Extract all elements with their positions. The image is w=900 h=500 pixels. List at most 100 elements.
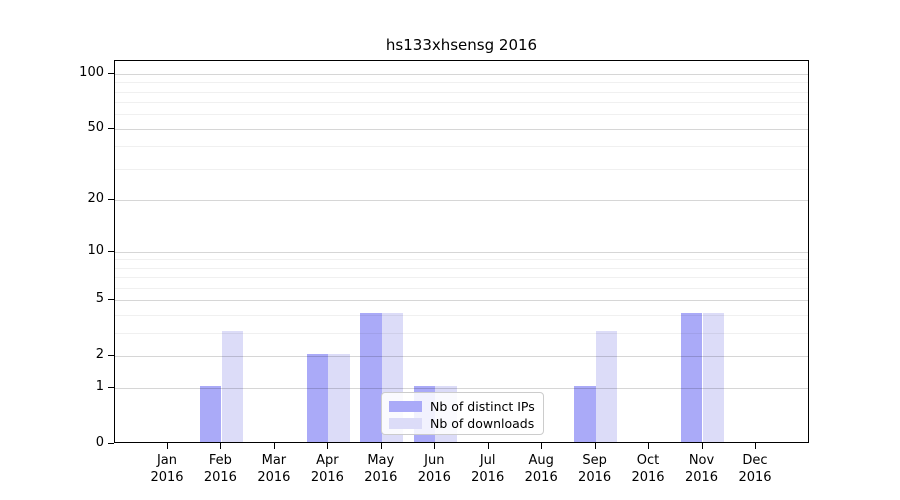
x-tick-mark (220, 443, 222, 449)
major-gridline (115, 388, 808, 390)
x-tick-mark (434, 443, 436, 449)
minor-gridline (115, 332, 808, 334)
x-tick-year: 2016 (524, 470, 558, 485)
x-tick-mark (380, 443, 382, 449)
x-tick-label: Nov 2016 (662, 452, 742, 486)
bar-downloads-sep (595, 330, 617, 442)
legend-entry: Nb of distinct IPs (389, 398, 543, 414)
x-tick-year: 2016 (738, 470, 772, 485)
x-tick-year: 2016 (364, 470, 398, 485)
bar-distinct-ips-feb (200, 386, 222, 442)
y-tick-label: 20 (87, 190, 104, 206)
x-tick-year: 2016 (310, 470, 344, 485)
x-tick-month: Mar (261, 453, 287, 468)
x-tick-year: 2016 (203, 470, 237, 485)
y-tick-label: 1 (95, 379, 104, 395)
y-tick-mark (108, 354, 114, 356)
y-tick-mark (108, 73, 114, 74)
x-tick-year: 2016 (684, 470, 719, 485)
x-tick-mark (273, 443, 275, 449)
x-tick-label: Jan 2016 (127, 452, 207, 486)
y-tick-label: 2 (95, 346, 104, 362)
x-tick-month: Feb (208, 453, 232, 468)
bar-distinct-ips-apr (307, 353, 329, 442)
x-tick-year: 2016 (150, 470, 184, 485)
major-gridline (115, 74, 808, 75)
y-tick-mark (108, 387, 114, 389)
x-tick-label: Dec 2016 (715, 452, 795, 486)
bar-distinct-ips-nov (681, 313, 703, 442)
x-tick-mark (487, 443, 489, 449)
legend: Nb of distinct IPs Nb of downloads (381, 392, 544, 435)
minor-gridline (115, 315, 808, 316)
minor-gridline (115, 168, 808, 170)
x-tick-mark (327, 443, 329, 449)
x-tick-mark (541, 443, 543, 449)
x-tick-label: May 2016 (341, 452, 421, 486)
x-tick-month: Jun (424, 453, 445, 468)
legend-entry: Nb of downloads (389, 415, 543, 431)
minor-gridline (115, 102, 808, 104)
major-gridline (115, 128, 808, 130)
chart-title: hs133xhsensg 2016 (385, 36, 538, 54)
y-tick-label: 0 (95, 435, 104, 450)
x-tick-month: Oct (636, 453, 660, 468)
bar-downloads-nov (702, 313, 724, 442)
x-tick-label: Mar 2016 (234, 452, 314, 486)
legend-swatch (389, 417, 422, 429)
x-tick-year: 2016 (578, 470, 612, 485)
x-tick-month: Dec (742, 453, 768, 468)
x-tick-month: May (367, 453, 395, 468)
x-tick-year: 2016 (471, 470, 505, 485)
x-tick-label: Jul 2016 (448, 452, 528, 486)
bar-distinct-ips-may (360, 313, 382, 442)
y-tick-mark (108, 299, 114, 301)
major-gridline (115, 199, 808, 201)
y-tick-label: 100 (79, 65, 104, 80)
minor-gridline (115, 267, 808, 269)
x-tick-year: 2016 (257, 470, 291, 485)
major-gridline (115, 251, 808, 253)
x-tick-mark (755, 443, 756, 449)
x-tick-mark (648, 443, 649, 449)
x-tick-label: Sep 2016 (555, 452, 635, 486)
x-tick-label: Oct 2016 (608, 452, 688, 486)
bar-downloads-apr (328, 353, 350, 442)
x-tick-year: 2016 (417, 470, 451, 485)
minor-gridline (115, 114, 808, 116)
bar-distinct-ips-sep (574, 386, 596, 442)
minor-gridline (115, 82, 808, 84)
x-tick-year: 2016 (631, 470, 665, 485)
y-tick-mark (108, 250, 114, 252)
minor-gridline (115, 277, 808, 279)
legend-swatch (389, 400, 422, 412)
legend-label: Nb of distinct IPs (430, 398, 535, 414)
grid-layer (115, 61, 808, 442)
x-tick-month: Apr (316, 453, 339, 468)
minor-gridline (115, 288, 808, 289)
x-tick-label: Aug 2016 (501, 452, 581, 486)
x-tick-mark (701, 443, 703, 449)
x-tick-label: Jun 2016 (394, 452, 474, 486)
legend-label: Nb of downloads (430, 415, 535, 431)
y-tick-mark (108, 443, 114, 444)
x-tick-label: Apr 2016 (287, 452, 367, 486)
y-tick-label: 10 (87, 242, 104, 258)
x-tick-month: Jan (156, 453, 178, 468)
x-tick-mark (594, 443, 596, 449)
x-tick-month: Nov (688, 453, 715, 468)
plot-area: Nb of distinct IPs Nb of downloads (114, 60, 809, 443)
x-tick-label: Feb 2016 (180, 452, 260, 486)
x-tick-month: Jul (479, 453, 496, 468)
x-tick-month: Sep (582, 453, 607, 468)
y-tick-mark (108, 127, 114, 129)
major-gridline (115, 300, 808, 302)
major-gridline (115, 355, 808, 357)
x-tick-mark (167, 443, 168, 449)
minor-gridline (115, 146, 808, 148)
minor-gridline (115, 91, 808, 93)
y-tick-label: 50 (87, 119, 104, 135)
y-tick-label: 5 (95, 291, 104, 307)
y-tick-mark (108, 198, 114, 200)
